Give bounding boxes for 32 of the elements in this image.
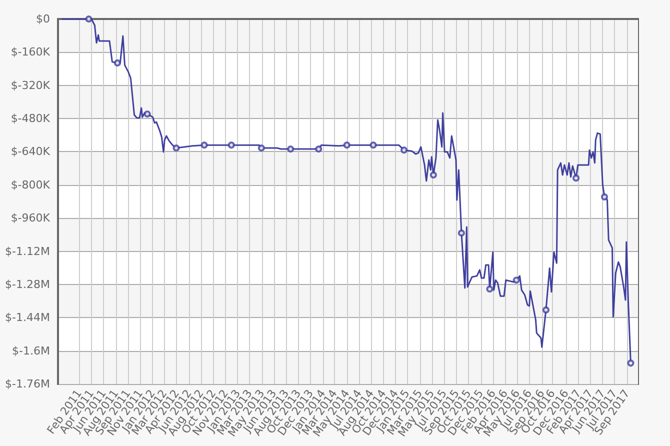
point	[172, 144, 180, 152]
point	[572, 174, 580, 182]
point	[542, 306, 550, 314]
point	[627, 360, 634, 367]
y-tick-label: $-1.6M	[12, 344, 50, 358]
point	[114, 59, 121, 66]
y-tick-label: $-1.12M	[5, 244, 50, 258]
point	[200, 142, 208, 149]
y-tick-label: $-960K	[10, 212, 51, 225]
point	[258, 144, 265, 152]
y-tick-label: $-1.28M	[5, 278, 50, 291]
y-tick-label: $-800K	[10, 178, 51, 192]
point	[85, 16, 92, 22]
point	[601, 193, 608, 200]
y-tick-label: $-1.44M	[5, 311, 50, 324]
point	[512, 276, 520, 284]
point	[430, 171, 437, 178]
point	[144, 110, 151, 118]
point	[343, 142, 350, 149]
point	[287, 146, 294, 153]
point	[400, 146, 408, 154]
point	[370, 142, 377, 149]
y-tick-label: $-480K	[10, 112, 51, 126]
y-tick-label: $0	[36, 12, 50, 26]
point	[486, 286, 494, 293]
y-tick-label: $-640K	[10, 145, 51, 158]
point	[228, 142, 235, 149]
point	[458, 230, 465, 237]
y-tick-label: $-320K	[10, 78, 51, 92]
y-tick-label: $-1.76M	[5, 378, 50, 390]
point	[315, 146, 322, 153]
y-tick-label: $-160K	[10, 46, 51, 59]
